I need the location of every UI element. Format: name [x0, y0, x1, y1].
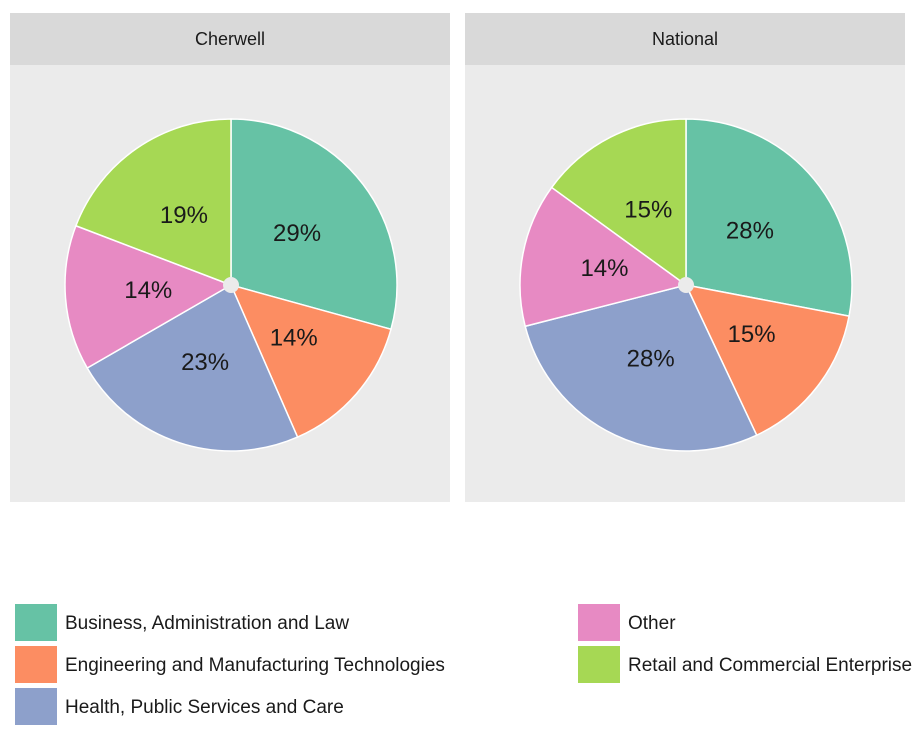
- slice-label: 29%: [273, 220, 321, 247]
- slice-label: 15%: [624, 196, 672, 223]
- legend-swatch: [15, 604, 57, 641]
- pie-slice: [524, 284, 758, 452]
- pie-slice: [230, 118, 398, 331]
- slice-label: 14%: [580, 255, 628, 282]
- legend-swatch: [15, 646, 57, 683]
- slice-label: 19%: [160, 202, 208, 229]
- slice-label: 28%: [627, 345, 675, 372]
- pie-center: [223, 277, 239, 293]
- pie-slice: [519, 186, 688, 328]
- pie-slice: [64, 224, 233, 370]
- pie-slice: [229, 283, 392, 439]
- panel-title: National: [652, 29, 718, 49]
- pie-slice: [86, 283, 299, 452]
- pie-slice: [684, 283, 850, 437]
- slice-label: 28%: [726, 217, 774, 244]
- legend-label: Health, Public Services and Care: [65, 697, 344, 718]
- panel-strip: [465, 13, 905, 65]
- legend-label: Retail and Commercial Enterprise: [628, 655, 912, 676]
- slice-label: 14%: [124, 277, 172, 304]
- pie-slice: [550, 118, 687, 287]
- slice-label: 23%: [181, 349, 229, 376]
- slice-label: 15%: [728, 321, 776, 348]
- panel-strip: [10, 13, 450, 65]
- pie-center: [678, 277, 694, 293]
- legend-label: Other: [628, 613, 676, 634]
- pie-slice: [685, 118, 853, 317]
- legend-swatch: [578, 646, 620, 683]
- legend-swatch: [578, 604, 620, 641]
- slice-label: 14%: [270, 325, 318, 352]
- legend-label: Business, Administration and Law: [65, 613, 349, 634]
- legend-swatch: [15, 688, 57, 725]
- legend-label: Engineering and Manufacturing Technologi…: [65, 655, 445, 676]
- panel-title: Cherwell: [195, 29, 265, 49]
- pie-slice: [74, 118, 232, 287]
